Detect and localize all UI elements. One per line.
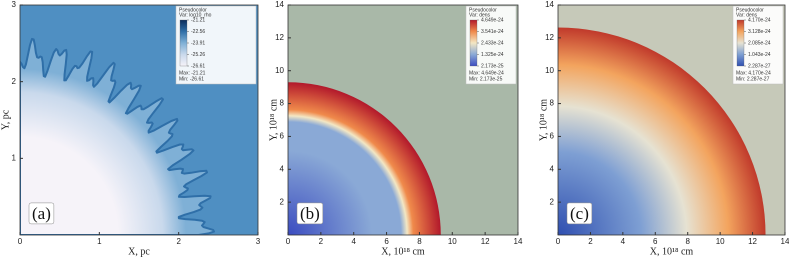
panel-label-box (296, 202, 324, 225)
colorbar-tick-label: 4.649e-24 (481, 17, 504, 23)
colorbar (179, 19, 188, 67)
colorbar-tick-label: -23.91 (191, 40, 205, 46)
y-tick-label: 12 (545, 33, 554, 42)
y-tick-label: 14 (275, 0, 284, 9)
x-tick-label: 3 (256, 237, 261, 246)
colorbar-tick-label: 2.433e-24 (481, 40, 504, 46)
x-tick-label: 6 (384, 237, 389, 246)
colorbar-tick-label: 4.170e-24 (748, 17, 771, 23)
x-tick-label: 0 (18, 237, 23, 246)
y-tick-label: 12 (275, 33, 284, 42)
field (288, 5, 518, 235)
legend-max: Max: 4.649e-24 (469, 70, 504, 76)
x-tick-label: 6 (653, 237, 658, 246)
legend-min: Min: -26.61 (179, 76, 204, 82)
legend-variable: Var: dens (469, 12, 491, 18)
y-tick-label: 8 (550, 99, 555, 108)
colorbar-tick-label: -21.21 (191, 17, 205, 23)
colorbar-tick-label: 3.128e-24 (748, 29, 771, 35)
x-tick-label: 0 (286, 237, 291, 246)
colorbar-tick-label: 1.325e-24 (481, 52, 504, 58)
x-tick-label: 10 (448, 237, 457, 246)
colorbar-tick-label: 2.173e-25 (481, 63, 504, 69)
legend-box (175, 5, 257, 85)
x-tick-label: 4 (351, 237, 356, 246)
y-tick-label: 3 (12, 0, 17, 9)
y-tick-label: 10 (275, 66, 284, 75)
panel-label: (c) (570, 204, 589, 223)
legend-min: Min: 2.287e-27 (736, 76, 770, 82)
panel-label: (b) (300, 204, 320, 223)
x-tick-label: 1 (97, 237, 102, 246)
plot-frame (19, 4, 259, 236)
x-axis-label: X, pc (128, 246, 150, 257)
y-tick-label: 2 (550, 197, 555, 206)
legend-min: Min: 2.173e-25 (469, 76, 503, 82)
y-tick-label: 14 (545, 0, 554, 9)
y-axis-label: Y, 10¹⁸ cm (268, 99, 279, 141)
legend-title: Pseudocolor (179, 7, 207, 13)
plot-frame (287, 4, 519, 236)
x-tick-label: 2 (588, 237, 593, 246)
x-tick-label: 2 (176, 237, 181, 246)
y-tick-label: 6 (550, 132, 555, 141)
x-axis-label: X, 10¹⁸ cm (381, 246, 425, 257)
x-tick-label: 2 (319, 237, 324, 246)
x-tick-label: 8 (417, 237, 422, 246)
legend-title: Pseudocolor (469, 7, 497, 13)
x-tick-label: 4 (621, 237, 626, 246)
x-tick-label: 10 (716, 237, 725, 246)
colorbar-tick-label: 3.541e-24 (481, 29, 504, 35)
y-axis-label: Y, pc (0, 109, 11, 130)
colorbar-tick-label: 2.085e-24 (748, 40, 771, 46)
x-tick-label: 14 (514, 237, 523, 246)
panel-label: (a) (32, 204, 51, 223)
panel-label-box (566, 202, 593, 225)
y-tick-label: 10 (545, 66, 554, 75)
plot-frame (557, 4, 786, 236)
filament-edge (20, 37, 215, 235)
legend-variable: Var: log10_rho (179, 12, 212, 18)
colorbar-tick-label: -22.56 (191, 29, 205, 35)
shell (288, 82, 441, 235)
y-tick-label: 1 (12, 153, 17, 162)
legend-max: Max: -21.21 (179, 70, 206, 76)
x-tick-label: 8 (685, 237, 690, 246)
panel-label-box (28, 202, 55, 225)
y-tick-label: 6 (280, 132, 285, 141)
legend-max: Max: 4.170e-24 (736, 70, 771, 76)
x-tick-label: 14 (781, 237, 789, 246)
legend-title: Pseudocolor (736, 7, 764, 13)
y-axis-label: Y, 10¹⁸ cm (538, 99, 549, 141)
y-tick-label: 2 (280, 197, 285, 206)
colorbar-tick-label: -26.61 (191, 63, 205, 69)
colorbar (469, 19, 478, 67)
y-tick-label: 4 (280, 164, 285, 173)
shell (558, 27, 766, 235)
x-axis-label: X, 10¹⁸ cm (650, 246, 694, 257)
colorbar-tick-label: 1.043e-24 (748, 52, 771, 58)
colorbar-tick-label: -25.26 (191, 52, 205, 58)
x-tick-label: 12 (481, 237, 490, 246)
x-tick-label: 0 (556, 237, 561, 246)
y-tick-label: 2 (12, 77, 17, 86)
x-tick-label: 12 (748, 237, 757, 246)
colorbar (736, 19, 745, 67)
y-tick-label: 8 (280, 99, 285, 108)
colorbar-tick-label: 2.287e-27 (748, 63, 771, 69)
legend-variable: Var: dens (736, 12, 758, 18)
y-tick-label: 4 (550, 164, 555, 173)
